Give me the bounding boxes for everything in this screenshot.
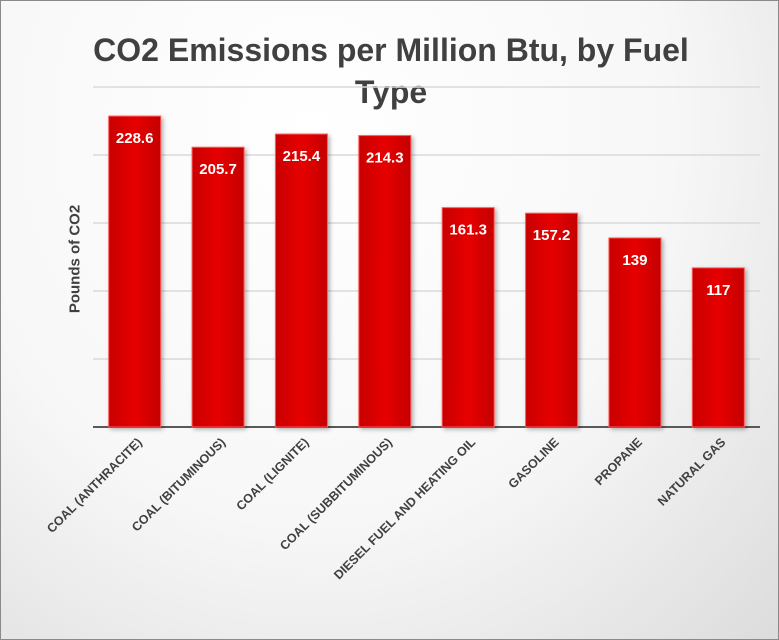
bar [691, 267, 745, 428]
x-tick-label: GASOLINE [506, 435, 562, 491]
data-label: 215.4 [283, 148, 321, 165]
data-label: 161.3 [449, 222, 487, 239]
data-label: 117 [706, 282, 730, 299]
x-tick-label: COAL (BITUMINOUS) [129, 435, 228, 534]
data-label: 157.2 [533, 227, 571, 244]
x-tick-label: COAL (LIGNITE) [234, 435, 312, 513]
bar [274, 133, 328, 428]
x-tick-label: NATURAL GAS [655, 435, 728, 508]
bar [358, 135, 412, 428]
data-label: 205.7 [199, 161, 237, 178]
x-tick-label: DIESEL FUEL AND HEATING OIL [331, 435, 478, 582]
data-label: 139 [622, 252, 647, 269]
bar [608, 237, 662, 428]
bar [525, 212, 579, 428]
bar [191, 146, 245, 428]
bar [441, 207, 495, 428]
bar [108, 115, 162, 428]
data-label: 228.6 [116, 130, 154, 147]
chart-title: CO2 Emissions per Million Btu, by Fuel T… [93, 32, 689, 110]
x-tick-label: PROPANE [592, 435, 645, 488]
x-tick-label: COAL (ANTHRACITE) [44, 435, 145, 536]
data-label: 214.3 [366, 150, 404, 167]
